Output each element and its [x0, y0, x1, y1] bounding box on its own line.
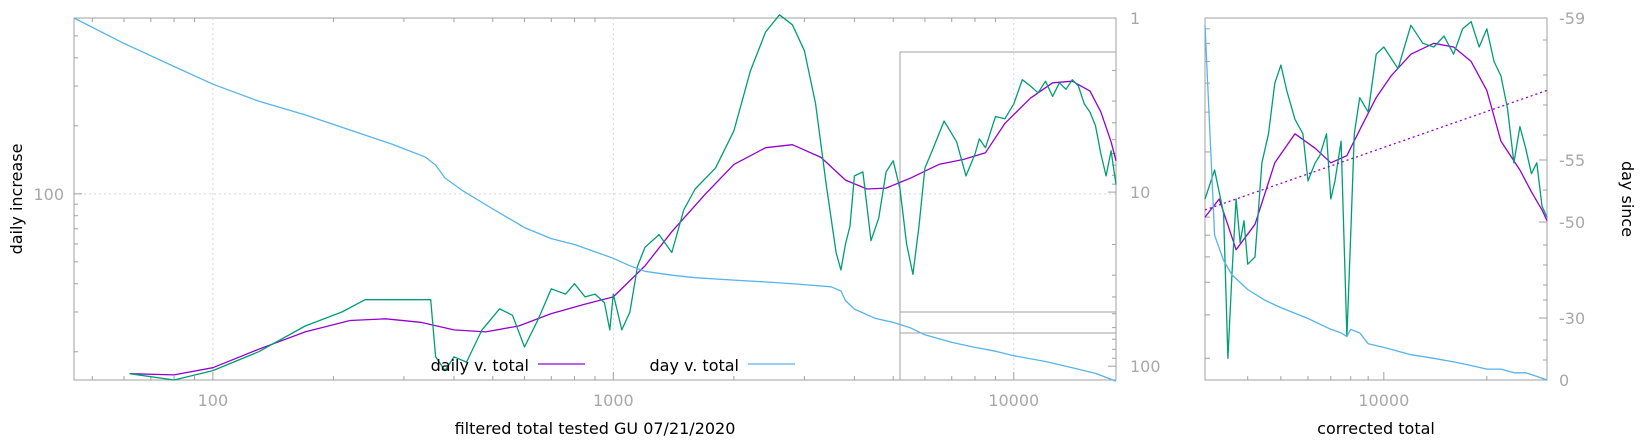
y-tick-label: 100	[33, 185, 64, 204]
right-ticks	[1205, 17, 1547, 381]
right-y2-tick-label: -50	[1559, 213, 1585, 232]
series-daily-v-total	[129, 80, 1117, 376]
left-panel: 100 1000 10000 100 1 10 100 filtered total tes…	[7, 9, 1161, 438]
y2-tick-label: 10	[1130, 183, 1150, 202]
left-series-group	[73, 14, 1117, 382]
legend: daily v. total day v. total	[431, 356, 795, 375]
series-filtered-daily	[129, 14, 1117, 381]
left-tick-labels: 100 1000 10000 100 1 10 100	[33, 9, 1160, 410]
x-tick-label: 10000	[988, 391, 1039, 410]
x-tick-label: 1000	[593, 391, 634, 410]
right-x-axis-label: corrected total	[1317, 419, 1435, 438]
right-y2-axis-label: day since	[1618, 161, 1637, 237]
right-y2-tick-label: -30	[1559, 309, 1585, 328]
right-x-tick-label: 10000	[1358, 391, 1409, 410]
y2-tick-label: 100	[1130, 357, 1161, 376]
series-day-v-total	[73, 17, 1117, 382]
right-y2-tick-label: -59	[1559, 9, 1585, 28]
left-plot-frame	[73, 17, 1117, 381]
zoom-region-box	[899, 51, 1117, 313]
right-series-group	[1204, 20, 1548, 381]
left-ticks	[74, 17, 1116, 380]
right-series-daily	[1204, 42, 1548, 251]
right-series-trend	[1204, 89, 1548, 211]
left-y-axis-label: daily increase	[7, 144, 26, 255]
right-y2-tick-label: -55	[1559, 151, 1585, 170]
x-tick-label: 100	[198, 391, 229, 410]
y2-tick-label: 1	[1130, 9, 1140, 28]
right-series-filtered	[1204, 20, 1548, 359]
left-gridlines	[74, 18, 1116, 380]
legend-label-daily: daily v. total	[431, 356, 529, 375]
legend-label-day: day v. total	[650, 356, 740, 375]
right-y2-tick-label: 0	[1559, 371, 1569, 390]
right-panel: 10000 -59 -55 -50 -30 0 corrected total day s…	[1204, 9, 1637, 438]
right-series-day	[1204, 25, 1548, 381]
right-plot-frame	[1204, 17, 1548, 381]
left-x-axis-label: filtered total tested GU 07/21/2020	[455, 419, 736, 438]
right-tick-labels: 10000 -59 -55 -50 -30 0	[1358, 9, 1585, 410]
